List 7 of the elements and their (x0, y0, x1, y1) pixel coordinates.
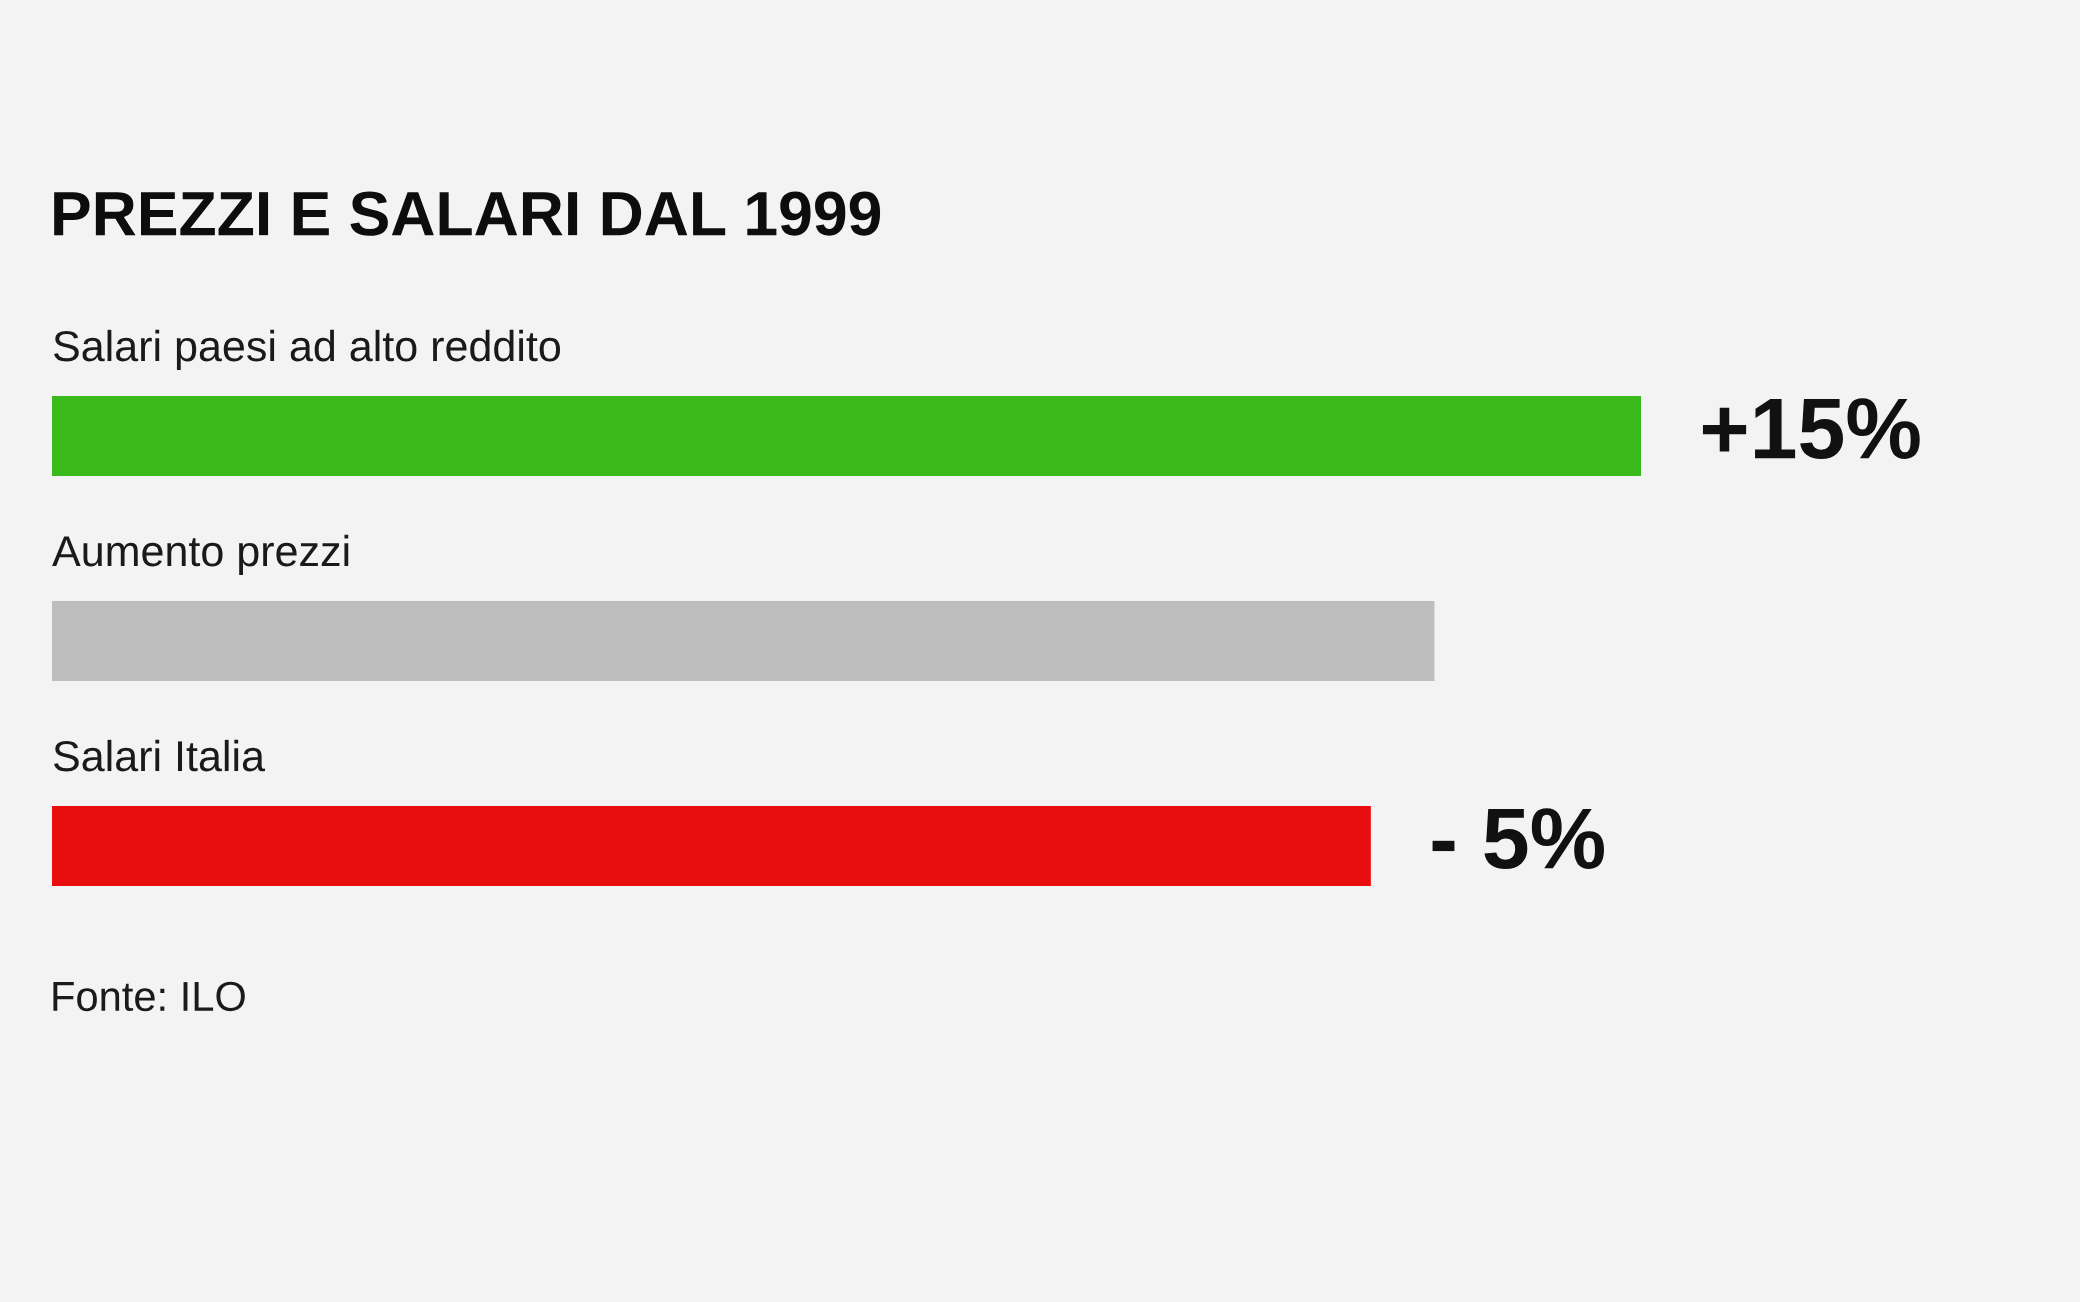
annotation: - 5% (1432, 808, 1604, 870)
y-tick-label: Salari paesi ad alto reddito (53, 329, 561, 370)
annotation: +15% (1702, 398, 1920, 460)
source-note: Fonte: ILO (53, 981, 245, 1012)
chart-title: PREZZI E SALARI DAL 1999 (54, 191, 881, 236)
y-tick-label: Salari Italia (53, 739, 265, 772)
y-tick-label: Aumento prezzi (52, 534, 349, 575)
